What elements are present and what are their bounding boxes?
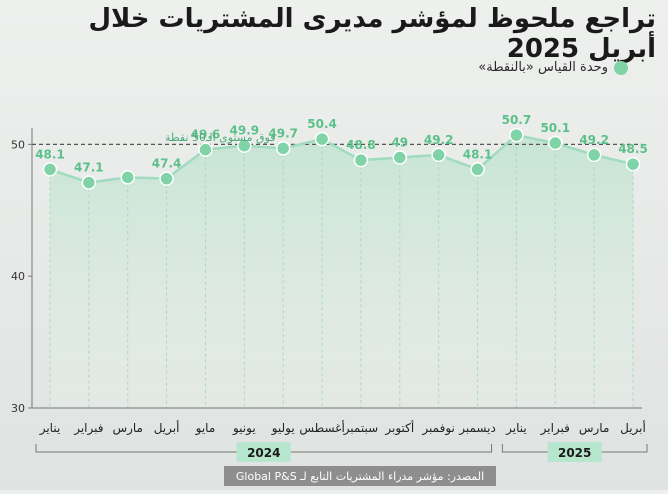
x-tick-label: فبراير	[540, 421, 570, 436]
x-tick-label: أغسطس	[299, 420, 344, 436]
data-point	[275, 141, 291, 156]
data-point	[237, 138, 252, 153]
series-line	[49, 133, 634, 184]
year-badge	[236, 442, 291, 462]
legend-marker	[614, 60, 628, 75]
data-label: 48.8	[346, 138, 376, 152]
data-point	[431, 147, 446, 163]
data-point	[353, 152, 369, 168]
data-label: 49.7	[268, 126, 298, 140]
y-tick-label: 40	[11, 270, 25, 283]
data-point	[586, 147, 602, 163]
x-tick-label: مارس	[112, 421, 143, 436]
data-point	[198, 142, 213, 157]
data-point	[392, 150, 408, 165]
legend-label: وحدة القياس «بالنقطة»	[478, 60, 608, 75]
data-label: 49.6	[191, 128, 221, 142]
x-tick-label: مايو	[195, 421, 216, 436]
data-label: 48.5	[618, 142, 648, 156]
chart-title: تراجع ملحوظ لمؤشر مديرى المشتريات خلال أ…	[88, 4, 656, 64]
year-label: 2025	[558, 446, 591, 460]
data-label: 48.1	[35, 147, 65, 161]
x-tick-label: أبريل	[620, 420, 646, 436]
data-point	[159, 171, 174, 186]
data-label: 50.1	[540, 121, 570, 135]
data-point	[470, 162, 485, 177]
data-point	[509, 127, 524, 143]
data-point	[81, 175, 97, 190]
x-tick-label: ديسمبر	[458, 421, 496, 436]
data-point	[314, 131, 330, 147]
data-point	[120, 170, 135, 185]
source-note: المصدر: مؤشر مدراء المشتريات التابع لـ G…	[224, 466, 496, 486]
data-label: 47.4	[152, 157, 182, 171]
x-tick-label: يناير	[39, 421, 61, 436]
data-point	[548, 135, 563, 151]
x-tick-label: فبراير	[73, 421, 103, 436]
legend: وحدة القياس «بالنقطة»	[478, 60, 628, 75]
data-point	[625, 156, 641, 172]
data-label: 49.9	[230, 124, 260, 138]
data-label: 49	[391, 136, 408, 150]
data-label: 49.2	[579, 133, 609, 147]
x-tick-label: سبتمبر	[343, 421, 378, 436]
data-point	[42, 162, 58, 177]
y-tick-label: 30	[11, 402, 25, 415]
year-label: 2024	[247, 446, 280, 460]
x-tick-label: نوفمبر	[421, 421, 454, 436]
data-label: 50.7	[502, 113, 532, 127]
x-tick-label: أبريل	[154, 420, 180, 436]
x-tick-label: يناير	[505, 421, 527, 436]
year-badge	[547, 442, 602, 462]
threshold-label: فوق مستوى الـ50 نقطة	[165, 131, 275, 144]
data-label: 50.4	[307, 117, 337, 131]
x-tick-label: أكتوبر	[384, 420, 414, 436]
x-tick-label: مارس	[579, 421, 610, 436]
x-tick-label: يونيو	[232, 421, 256, 436]
y-tick-label: 50	[11, 138, 25, 151]
area-fill	[50, 135, 633, 409]
data-label: 47.1	[74, 161, 104, 175]
data-label: 49.2	[424, 133, 454, 147]
x-tick-label: يوليو	[271, 421, 295, 436]
data-label: 48.1	[463, 147, 493, 161]
